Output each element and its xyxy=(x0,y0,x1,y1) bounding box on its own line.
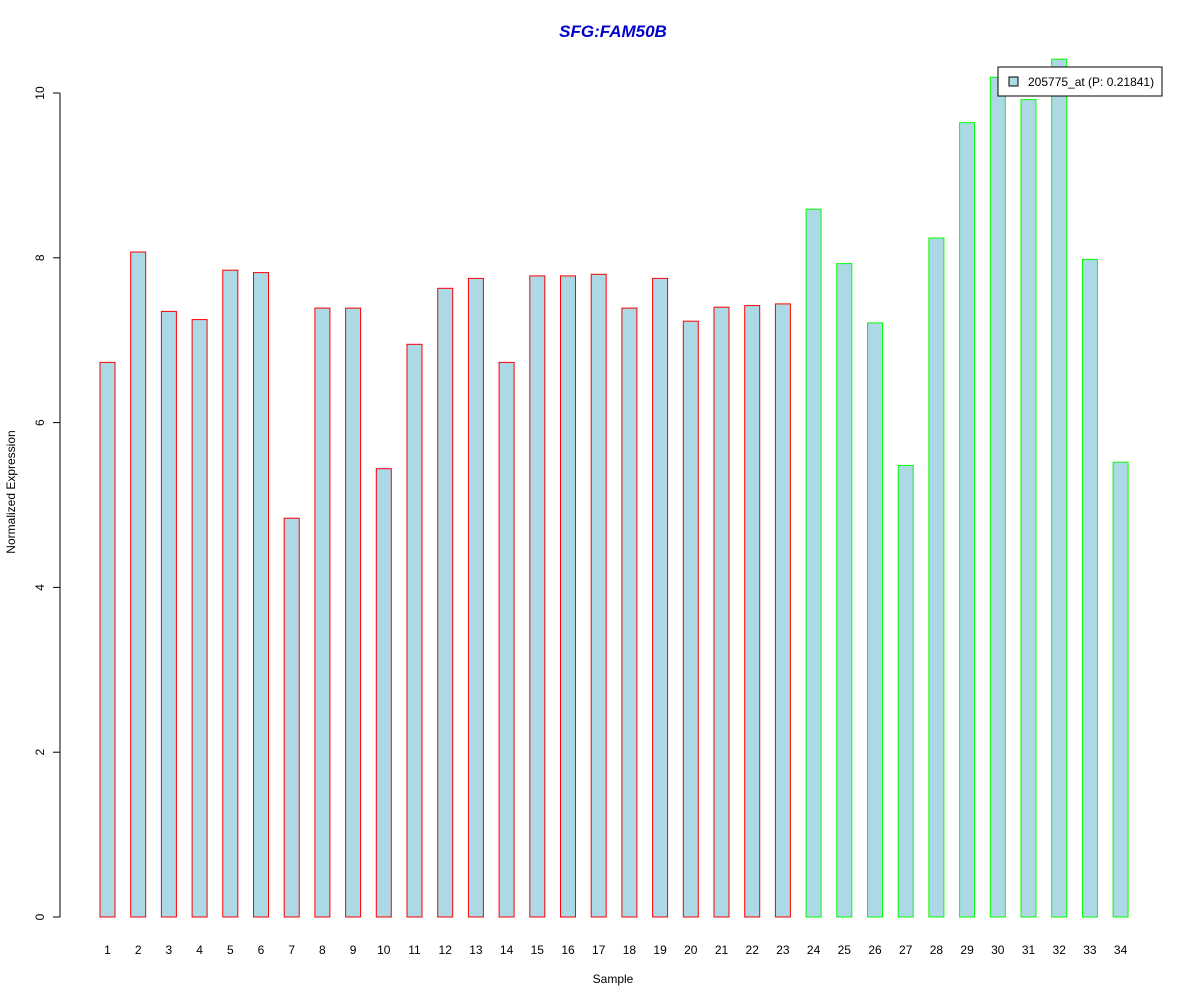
legend-swatch xyxy=(1008,76,1019,87)
bar xyxy=(805,208,822,918)
x-tick-label: 3 xyxy=(166,943,173,957)
bar xyxy=(1020,99,1037,918)
y-tick-label: 0 xyxy=(33,913,47,920)
bar xyxy=(928,237,945,918)
bar xyxy=(867,322,883,918)
x-axis: 1 2 3 4 5 6 7 8 9 10 11 12 13 14 15 16 17 18 19 20 21 22 23 24 2… xyxy=(104,943,1127,957)
bar xyxy=(1112,461,1129,918)
x-tick-label: 19 xyxy=(653,943,667,957)
bar xyxy=(682,320,699,918)
x-tick-label: 26 xyxy=(868,943,882,957)
bar xyxy=(345,307,362,918)
bar xyxy=(989,76,1006,918)
y-tick-label: 8 xyxy=(33,254,47,261)
x-axis-title: Sample xyxy=(593,972,634,986)
x-tick-label: 7 xyxy=(288,943,295,957)
bar xyxy=(467,277,484,918)
bar xyxy=(406,343,423,918)
bar xyxy=(621,307,638,918)
bar xyxy=(774,303,791,918)
bar xyxy=(222,269,239,918)
x-tick-label: 25 xyxy=(838,943,852,957)
x-tick-label: 11 xyxy=(408,943,421,957)
x-tick-label: 32 xyxy=(1053,943,1067,957)
x-tick-label: 31 xyxy=(1022,943,1036,957)
y-axis-title: Normalized Expression xyxy=(4,430,18,553)
legend-label: 205775_at (P: 0.21841) xyxy=(1028,75,1154,89)
x-tick-label: 1 xyxy=(104,943,111,957)
legend-box xyxy=(997,66,1163,97)
bar xyxy=(253,272,269,918)
bar xyxy=(498,361,515,918)
x-tick-label: 16 xyxy=(561,943,575,957)
x-tick-label: 6 xyxy=(258,943,265,957)
bar xyxy=(652,277,669,918)
bar xyxy=(836,263,853,918)
y-tick-label: 10 xyxy=(33,86,47,100)
bar xyxy=(191,319,208,918)
x-tick-label: 8 xyxy=(319,943,326,957)
x-tick-label: 29 xyxy=(960,943,974,957)
x-tick-label: 21 xyxy=(715,943,729,957)
x-tick-label: 9 xyxy=(350,943,357,957)
x-tick-label: 20 xyxy=(684,943,698,957)
bar xyxy=(590,273,607,918)
bar xyxy=(160,310,177,918)
y-tick-label: 2 xyxy=(33,749,47,756)
x-tick-label: 34 xyxy=(1114,943,1128,957)
x-tick-label: 5 xyxy=(227,943,234,957)
bar xyxy=(560,275,576,918)
bar xyxy=(283,517,300,918)
bar xyxy=(713,306,730,918)
bar xyxy=(130,251,147,918)
x-tick-label: 10 xyxy=(377,943,391,957)
bar xyxy=(744,305,761,918)
bar xyxy=(529,275,546,918)
x-tick-label: 2 xyxy=(135,943,142,957)
legend: 205775_at (P: 0.21841) xyxy=(997,66,1163,97)
bar xyxy=(1051,58,1068,918)
x-tick-label: 18 xyxy=(623,943,637,957)
y-axis: 0 2 4 6 8 10 xyxy=(33,86,61,920)
x-tick-label: 30 xyxy=(991,943,1005,957)
x-tick-label: 22 xyxy=(746,943,760,957)
x-tick-label: 28 xyxy=(930,943,944,957)
x-tick-label: 33 xyxy=(1083,943,1097,957)
x-tick-label: 12 xyxy=(439,943,453,957)
bar xyxy=(314,307,331,918)
x-tick-label: 23 xyxy=(776,943,790,957)
x-tick-label: 24 xyxy=(807,943,821,957)
x-tick-label: 17 xyxy=(592,943,606,957)
y-tick-label: 6 xyxy=(33,419,47,426)
bar xyxy=(375,468,392,918)
bars-group xyxy=(99,58,1129,918)
bar xyxy=(959,122,976,918)
bar xyxy=(897,464,914,918)
y-tick-label: 4 xyxy=(33,584,47,591)
x-tick-label: 13 xyxy=(469,943,483,957)
x-tick-label: 27 xyxy=(899,943,913,957)
bar xyxy=(437,287,454,918)
bar xyxy=(1081,258,1098,918)
bar xyxy=(99,361,116,918)
x-tick-label: 15 xyxy=(531,943,545,957)
x-tick-label: 14 xyxy=(500,943,514,957)
x-tick-label: 4 xyxy=(196,943,203,957)
chart-title: SFG:FAM50B xyxy=(559,22,667,41)
